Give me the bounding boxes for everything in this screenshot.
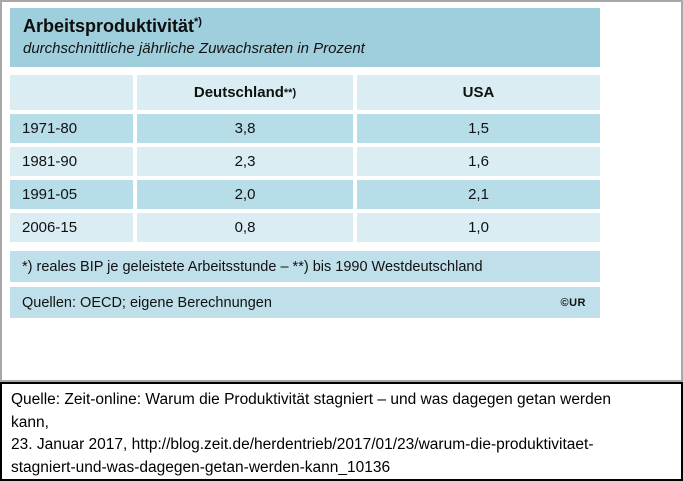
table-row: 1991-05 2,0 2,1 — [10, 180, 600, 209]
table-row: 1981-90 2,3 1,6 — [10, 147, 600, 176]
deutschland-value-cell: 2,0 — [137, 180, 353, 209]
citation-caption-box: Quelle: Zeit-online: Warum die Produktiv… — [0, 382, 683, 481]
usa-value-cell: 1,6 — [357, 147, 600, 176]
chart-title-footnote-marker: *) — [194, 16, 202, 28]
chart-subtitle: durchschnittliche jährliche Zuwachsraten… — [23, 40, 365, 57]
header-deutschland-text: Deutschland — [193, 84, 284, 101]
usa-value-cell: 1,0 — [357, 213, 600, 242]
header-cell-deutschland: Deutschland **) — [137, 75, 353, 110]
usa-value-cell: 1,5 — [357, 114, 600, 143]
chart-title-text: Arbeitsproduktivität — [23, 16, 195, 36]
source-band: Quellen: OECD; eigene Berechnungen ©UR — [10, 287, 600, 318]
caption-line: Quelle: Zeit-online: Warum die Produktiv… — [11, 391, 611, 408]
period-cell: 1981-90 — [10, 147, 133, 176]
table-row: 1971-80 3,8 1,5 — [10, 114, 600, 143]
caption-line: kann, — [11, 413, 49, 431]
footnote-band: *) reales BIP je geleistete Arbeitsstund… — [10, 251, 600, 282]
period-cell: 2006-15 — [10, 213, 133, 242]
chart-title: Arbeitsproduktivität*) — [23, 15, 600, 37]
source-text: Quellen: OECD; eigene Berechnungen — [22, 294, 272, 311]
productivity-table-panel: Arbeitsproduktivität*) durchschnittliche… — [10, 8, 600, 318]
deutschland-value-cell: 2,3 — [137, 147, 353, 176]
period-cell: 1991-05 — [10, 180, 133, 209]
header-cell-period — [10, 75, 133, 110]
credit-text: ©UR — [560, 296, 586, 309]
deutschland-value-cell: 0,8 — [137, 213, 353, 242]
table-header-row: Deutschland **) USA — [10, 75, 600, 110]
deutschland-value-cell: 3,8 — [137, 114, 353, 143]
period-cell: 1971-80 — [10, 114, 133, 143]
header-cell-usa: USA — [357, 75, 600, 110]
table-graphic-frame: Arbeitsproduktivität*) durchschnittliche… — [0, 0, 683, 382]
table-row: 2006-15 0,8 1,0 — [10, 213, 600, 242]
caption-line: 23. Januar 2017, http://blog.zeit.de/her… — [11, 436, 594, 453]
caption-line: stagniert-und-was-dagegen-getan-werden-k… — [11, 458, 391, 476]
usa-value-cell: 2,1 — [357, 180, 600, 209]
title-band: Arbeitsproduktivität*) durchschnittliche… — [10, 8, 600, 67]
